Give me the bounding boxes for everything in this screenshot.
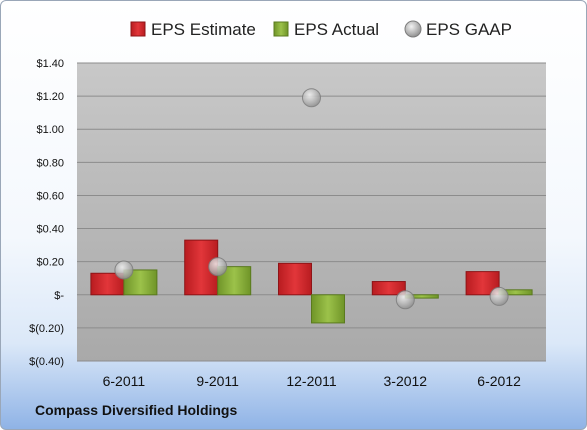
legend-label: EPS Estimate — [151, 20, 256, 39]
point-eps-gaap — [302, 88, 321, 108]
y-tick-label: $0.60 — [36, 190, 64, 202]
legend: EPS Estimate EPS Actual EPS GAAP — [130, 20, 512, 39]
point-eps-gaap — [395, 290, 415, 310]
y-tick-label: $(0.20) — [29, 323, 64, 335]
x-tick-label: 6-2011 — [103, 373, 146, 389]
company-name: Compass Diversified Holdings — [35, 402, 238, 418]
point-eps-gaap — [489, 286, 509, 306]
bar-eps-estimate — [278, 262, 312, 296]
legend-swatch — [273, 21, 289, 37]
x-tick-label: 3-2012 — [384, 373, 428, 389]
bar-eps-estimate — [371, 281, 406, 296]
y-tick-label: $0.80 — [36, 157, 64, 169]
y-tick-label: $0.20 — [36, 257, 64, 269]
x-tick-label: 12-2011 — [286, 373, 337, 389]
y-tick-label: $0.40 — [36, 224, 64, 236]
eps-chart: $(0.40) $(0.20) $- $0.20 $0.40 $0.60 $0.80 $1.0… — [29, 20, 546, 389]
point-eps-gaap — [114, 260, 134, 280]
y-tick-label: $- — [54, 290, 64, 302]
bar-eps-actual — [311, 294, 345, 324]
legend-swatch — [130, 21, 146, 37]
y-tick-label: $(0.40) — [29, 356, 64, 368]
x-tick-label: 9-2011 — [196, 373, 239, 389]
x-tick-label: 6-2012 — [477, 373, 521, 389]
gaap-points — [114, 88, 509, 310]
y-tick-label: $1.40 — [36, 58, 64, 70]
legend-label: EPS GAAP — [426, 20, 512, 39]
y-tick-label: $1.20 — [36, 91, 64, 103]
legend-label: EPS Actual — [294, 20, 379, 39]
y-axis-ticks: $(0.40) $(0.20) $- $0.20 $0.40 $0.60 $0.80 $1.0… — [29, 58, 64, 368]
legend-swatch — [404, 20, 422, 38]
bar-eps-estimate — [465, 271, 500, 296]
x-axis-ticks: 6-2011 9-2011 12-2011 3-2012 6-2012 — [103, 373, 521, 389]
point-eps-gaap — [208, 257, 228, 277]
y-tick-label: $1.00 — [36, 124, 64, 136]
